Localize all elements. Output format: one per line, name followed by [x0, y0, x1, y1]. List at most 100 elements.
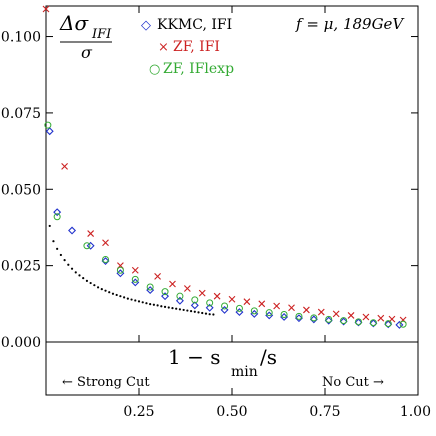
data-point-dot — [104, 289, 107, 292]
cross-stroke — [347, 312, 355, 319]
data-point-circle — [250, 307, 258, 315]
data-point-dot — [78, 274, 81, 277]
legend-marker-zf-iflexp: ○ — [149, 62, 160, 77]
data-point-cross — [102, 239, 109, 247]
data-point-cross — [362, 313, 370, 321]
data-point-dot — [156, 304, 159, 307]
data-point-cross — [169, 280, 176, 288]
data-point-cross — [332, 310, 340, 318]
data-point-cross — [377, 314, 385, 322]
legend-label-kkmc: KKMC, IFI — [157, 17, 232, 33]
data-point-circle — [384, 320, 392, 328]
data-point-diamond — [339, 317, 348, 326]
data-point-dot — [197, 311, 200, 314]
data-point-circle — [53, 213, 61, 221]
strong-cut-annotation: ← Strong Cut — [62, 375, 150, 390]
data-point-diamond — [101, 257, 110, 266]
axis-ticks — [46, 6, 419, 395]
data-point-cross — [258, 300, 266, 308]
data-point-dot — [167, 306, 170, 309]
ylabel-denominator: σ — [81, 43, 93, 62]
data-point-dot — [178, 308, 182, 311]
data-point-dot — [70, 267, 74, 270]
cross-stroke — [183, 285, 191, 292]
data-point-cross — [243, 298, 251, 306]
data-point-dot — [175, 307, 178, 310]
data-point-cross — [87, 230, 95, 237]
data-point-dot — [212, 313, 215, 316]
data-point-dot — [201, 311, 204, 315]
data-point-dot — [89, 281, 92, 285]
no-cut-annotation: No Cut → — [322, 375, 384, 390]
legend-marker-kkmc: ◇ — [141, 18, 151, 33]
y-tick-label: 0.075 — [1, 106, 41, 122]
cross-stroke — [131, 266, 139, 274]
y-tick-labels: 0.000 0.025 0.050 0.075 0.100 — [1, 30, 41, 351]
y-tick-label: 0.000 — [1, 335, 41, 351]
data-point-dot — [63, 259, 66, 262]
data-point-diamond — [161, 292, 170, 301]
x-tick-label: 0.50 — [216, 404, 247, 420]
data-point-circle — [44, 121, 52, 129]
data-point-circle — [146, 283, 154, 291]
data-point-diamond — [68, 226, 77, 235]
cross-stroke — [362, 313, 370, 321]
data-point-cross — [61, 162, 68, 170]
data-point-circle — [340, 317, 348, 325]
ylabel-numerator: Δσ — [59, 11, 89, 35]
data-point-cross — [303, 306, 310, 314]
x-tick-labels: 0.25 0.50 0.75 1.00 — [123, 404, 431, 420]
y-tick-label: 0.050 — [1, 182, 41, 198]
data-point-diamond — [324, 316, 333, 325]
data-point-diamond — [384, 320, 393, 329]
cross-stroke — [288, 304, 295, 312]
cross-stroke — [303, 306, 310, 314]
data-point-dot — [186, 309, 189, 312]
data-point-circle — [221, 302, 229, 310]
data-point-circle — [116, 266, 124, 274]
cross-stroke — [332, 310, 340, 318]
data-point-dot — [111, 292, 115, 295]
data-point-dot — [74, 271, 77, 274]
data-point-dot — [193, 310, 196, 313]
cross-stroke — [258, 300, 266, 308]
cross-stroke — [213, 292, 221, 300]
data-point-dot — [108, 291, 111, 294]
cross-stroke — [42, 5, 50, 13]
data-point-dot — [130, 298, 133, 301]
data-point-diamond — [294, 314, 303, 323]
cross-stroke — [154, 272, 161, 280]
data-point-dot — [67, 263, 70, 266]
energy-annotation: f = μ, 189GeV — [295, 15, 405, 33]
data-point-diamond — [369, 319, 378, 328]
data-point-cross — [42, 5, 50, 13]
data-point-dot — [56, 247, 59, 250]
data-point-cross — [213, 292, 221, 300]
data-point-dot — [100, 288, 103, 291]
data-point-diamond — [220, 305, 229, 314]
data-point-dot — [123, 296, 126, 299]
data-point-dot — [48, 224, 51, 228]
data-point-circle — [102, 256, 110, 264]
data-point-diamond — [45, 127, 54, 136]
x-axis-label: 1 − s min /s — [168, 345, 277, 380]
plot-frame — [45, 5, 419, 343]
data-point-diamond — [280, 312, 289, 321]
data-point-circle — [191, 296, 199, 304]
xlabel-prefix: 1 − s — [168, 345, 220, 369]
data-point-dot — [152, 303, 155, 306]
data-point-cross — [273, 302, 281, 310]
data-point-cross — [198, 289, 206, 297]
data-point-dot — [126, 297, 129, 300]
y-axis-label: Δσ IFI σ — [59, 11, 112, 62]
data-point-circle — [399, 320, 407, 328]
data-point-circle — [83, 242, 91, 250]
data-point-diamond — [309, 315, 318, 324]
data-point-dot — [96, 286, 100, 289]
data-point-circle — [131, 275, 139, 283]
xlabel-subscript: min — [231, 364, 258, 380]
cross-stroke — [198, 289, 206, 297]
data-point-circle — [354, 318, 362, 326]
data-point-dot — [145, 302, 148, 305]
